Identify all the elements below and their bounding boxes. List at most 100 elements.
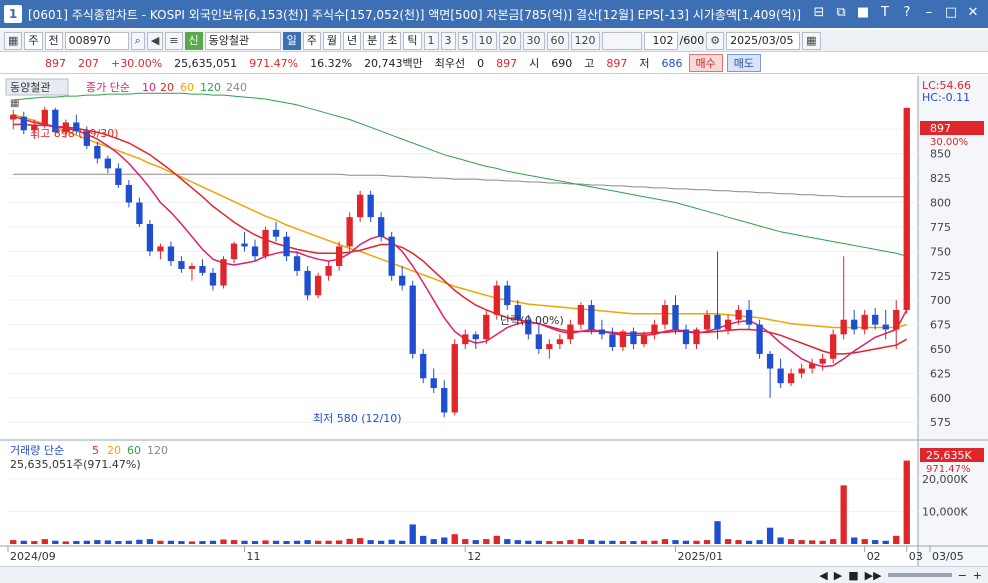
settings-icon[interactable]: ⚙ xyxy=(706,31,725,50)
interval-3[interactable]: 3 xyxy=(440,31,456,50)
volume-bar xyxy=(872,540,879,544)
window-title: [0601] 주식종합차트 - KOSPI 외국인보유[6,153(천)] 주식… xyxy=(28,7,802,22)
tab-week[interactable]: 주 xyxy=(302,31,321,50)
ma120-line xyxy=(13,92,907,257)
tab-second[interactable]: 초 xyxy=(383,31,402,50)
volume-bar xyxy=(125,540,133,544)
chart-menu-icon[interactable]: ▦ xyxy=(10,98,19,109)
hc-value: HC:-0.11 xyxy=(922,91,970,104)
candle-body xyxy=(262,229,269,257)
candle-body xyxy=(630,331,637,345)
candle-body xyxy=(73,122,80,132)
volume-bar xyxy=(724,539,732,544)
candle-body xyxy=(598,329,606,335)
interval-20[interactable]: 20 xyxy=(498,31,521,50)
list-icon[interactable]: ≡ xyxy=(165,31,183,50)
zoom-in-icon[interactable]: + xyxy=(972,568,982,582)
tab-tick[interactable]: 틱 xyxy=(403,31,422,50)
maximize-icon[interactable]: □ xyxy=(944,5,958,20)
volume-bar xyxy=(388,539,395,544)
mode-select[interactable]: 주 xyxy=(24,31,43,50)
candle-body xyxy=(430,378,437,389)
y-tick-label: 625 xyxy=(930,367,951,380)
interval-60[interactable]: 60 xyxy=(546,31,569,50)
speaker-icon[interactable]: ◀ xyxy=(146,31,164,50)
ma60-line xyxy=(13,113,907,329)
interval-30[interactable]: 30 xyxy=(522,31,545,50)
volume-value: 25,635,051 xyxy=(174,56,238,70)
stock-name: 동양철관 xyxy=(204,31,281,50)
candle-body xyxy=(83,131,90,146)
candle-body xyxy=(745,309,753,325)
zoom-slider[interactable] xyxy=(887,573,952,577)
volume-bar xyxy=(693,540,700,544)
candle-body xyxy=(420,353,427,379)
price-change-pct: +30.00% xyxy=(111,56,163,70)
grid-icon[interactable]: ▦ xyxy=(4,31,23,50)
chart-area[interactable]: 8758508258007757507257006756506256005752… xyxy=(0,76,988,566)
volume-bar xyxy=(420,535,427,544)
candle-body xyxy=(325,266,332,276)
date-input[interactable]: 2025/03/05 xyxy=(726,31,801,50)
candle-body xyxy=(693,329,700,345)
interval-custom-input[interactable] xyxy=(601,31,642,50)
stock-code-input[interactable]: 008970 xyxy=(64,31,129,50)
candle-body xyxy=(525,319,532,335)
interval-5[interactable]: 5 xyxy=(457,31,473,50)
stop-icon-bottom[interactable]: ■ xyxy=(848,568,859,582)
interval-120[interactable]: 120 xyxy=(570,31,600,50)
y-tick-label: 575 xyxy=(930,416,951,429)
candle-body xyxy=(20,116,27,131)
interval-10[interactable]: 10 xyxy=(474,31,497,50)
volume-bar xyxy=(157,540,164,544)
volume-bar xyxy=(514,540,521,544)
candle-body xyxy=(94,145,101,159)
help-icon[interactable]: ? xyxy=(903,5,911,20)
volume-bar xyxy=(83,540,90,544)
x-tick-label: 11 xyxy=(247,550,261,563)
tab-minute[interactable]: 분 xyxy=(363,31,382,50)
bottom-navbar: ◀ ▶ ■ ▶▶ − + xyxy=(0,566,988,583)
candle-body xyxy=(472,334,479,340)
y-tick-label: 800 xyxy=(930,197,951,210)
volume-bar xyxy=(230,540,238,544)
interval-1[interactable]: 1 xyxy=(423,31,439,50)
candle-body xyxy=(830,334,837,359)
restore-icon[interactable]: ⧉ xyxy=(836,5,846,20)
tab-day[interactable]: 일 xyxy=(282,31,301,50)
text-icon[interactable]: T xyxy=(881,5,889,20)
price-change: 207 xyxy=(78,56,99,70)
close-icon[interactable]: ✕ xyxy=(967,5,979,20)
scroll-right-icon[interactable]: ▶▶ xyxy=(864,568,882,582)
volume-bar xyxy=(262,540,269,544)
volume-bar xyxy=(798,540,805,544)
buy-button[interactable]: 매수 xyxy=(688,54,723,72)
volume-bar xyxy=(199,541,206,544)
minimize-icon[interactable]: – xyxy=(925,5,933,20)
search-icon[interactable]: ⌕ xyxy=(130,31,145,50)
candle-body xyxy=(872,314,879,325)
chart-svg[interactable]: 8758508258007757507257006756506256005752… xyxy=(0,76,988,566)
stop-icon[interactable]: ■ xyxy=(856,5,870,20)
volume-bar xyxy=(304,540,311,544)
legend-stock-name[interactable]: 동양철관 xyxy=(10,81,50,94)
scroll-left-icon[interactable]: ◀ xyxy=(819,568,828,582)
prev-button[interactable]: 전 xyxy=(44,31,63,50)
volume-bar xyxy=(251,541,259,544)
open-price: 690 xyxy=(551,56,573,70)
volume-bar xyxy=(619,541,627,544)
lc-value: LC:54.66 xyxy=(922,79,971,92)
volume-bar xyxy=(703,540,711,544)
tab-year[interactable]: 년 xyxy=(343,31,362,50)
calendar-icon[interactable]: ▦ xyxy=(802,31,821,50)
candle-body xyxy=(293,256,301,271)
volume-bar xyxy=(378,540,385,544)
tab-month[interactable]: 월 xyxy=(322,31,342,50)
play-icon[interactable]: ▶ xyxy=(833,568,843,582)
sell-button[interactable]: 매도 xyxy=(726,54,762,72)
candle-body xyxy=(682,329,690,345)
volume-bar xyxy=(272,540,280,544)
layout-icon[interactable]: ⊟ xyxy=(813,5,825,20)
zoom-out-icon[interactable]: − xyxy=(957,568,967,582)
count-input[interactable]: 102 xyxy=(643,31,678,50)
